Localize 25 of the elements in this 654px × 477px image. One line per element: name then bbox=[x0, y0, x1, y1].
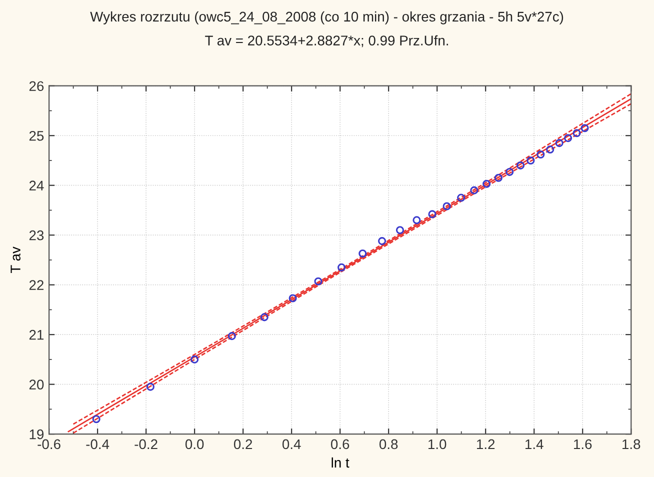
y-tick-label: 25 bbox=[29, 130, 44, 141]
x-tick-label: 1.0 bbox=[428, 439, 446, 450]
y-tick-label: 26 bbox=[29, 81, 44, 92]
x-tick-label: -0.6 bbox=[38, 439, 60, 450]
x-tick-label: -0.2 bbox=[134, 439, 158, 450]
x-tick-label: 1.8 bbox=[622, 439, 640, 450]
y-tick-label: 19 bbox=[30, 429, 44, 440]
x-tick-label: 0.6 bbox=[330, 439, 350, 450]
y-tick-label: 23 bbox=[29, 230, 44, 240]
x-tick-label: -0.4 bbox=[86, 439, 110, 450]
x-tick-label: 0.4 bbox=[282, 439, 301, 450]
x-axis-title: ln t bbox=[332, 457, 350, 468]
x-tick-label: 1.2 bbox=[477, 439, 495, 449]
y-axis-title: T av bbox=[10, 246, 20, 274]
y-tick-label: 24 bbox=[29, 180, 44, 190]
x-tick-label: 0.0 bbox=[185, 439, 204, 450]
x-tick-label: 0.8 bbox=[379, 439, 398, 450]
y-tick-label: 22 bbox=[29, 280, 44, 290]
y-tick-label: 21 bbox=[29, 330, 44, 340]
chart-subtitle: T av = 20.5534+2.8827*x; 0.99 Prz.Ufn. bbox=[205, 35, 448, 48]
chart-title: Wykres rozrzutu (owc5_24_08_2008 (co 10 min) - okres grzania - 5h 5v*27c) bbox=[90, 11, 564, 24]
x-tick-label: 1.4 bbox=[526, 439, 544, 449]
y-tick-label: 20 bbox=[29, 380, 44, 390]
x-tick-label: 0.2 bbox=[234, 439, 252, 450]
x-tick-label: 1.6 bbox=[574, 439, 592, 450]
